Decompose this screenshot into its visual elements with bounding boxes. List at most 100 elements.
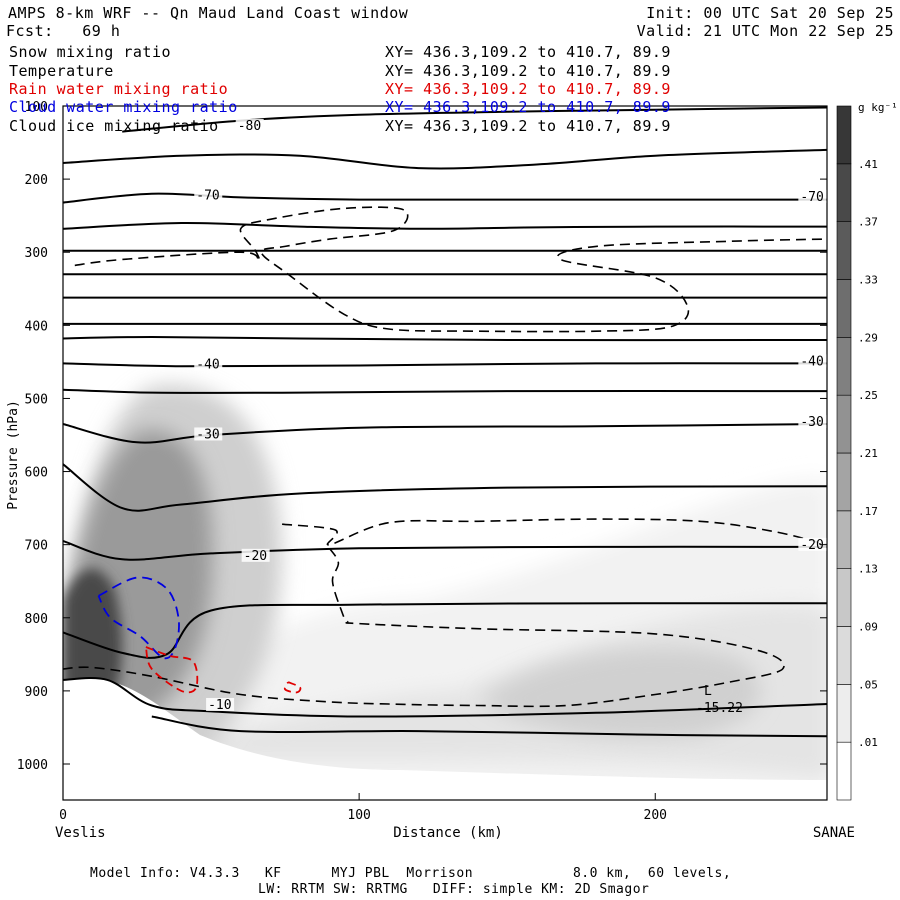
colorbar-label: .21 — [858, 447, 878, 460]
temperature-label: -40 — [196, 357, 219, 372]
cloud-ice-contours — [63, 206, 827, 708]
isotherm-line — [63, 148, 827, 170]
x-tick-label: 100 — [347, 808, 370, 823]
colorbar-segment — [836, 568, 852, 627]
y-axis-title: Pressure (hPa) — [6, 400, 21, 510]
colorbar-segment — [836, 337, 852, 396]
temperature-label: -10 — [208, 698, 231, 713]
colorbar-label: .37 — [858, 216, 878, 229]
temperature-label-bg — [194, 357, 223, 371]
rain-water-contour — [145, 646, 199, 694]
field-xy-rain: XY= 436.3,109.2 to 410.7, 89.9 — [385, 80, 671, 98]
field-name-cloud-ice: Cloud ice mixing ratio — [9, 117, 219, 135]
init-time: Init: 00 UTC Sat 20 Sep 25 — [646, 4, 894, 22]
colorbar-label: .01 — [858, 736, 878, 749]
cloud-ice-contour — [74, 206, 827, 333]
colorbar-label: .05 — [858, 678, 878, 691]
temperature-labels: -80 -70 -70 -40 -40 -30 -30 -20 -20 -10 — [194, 118, 827, 713]
y-tick-label: 600 — [25, 466, 48, 481]
chart-title: AMPS 8-km WRF -- Qn Maud Land Coast wind… — [8, 4, 409, 22]
isotherm-line — [63, 463, 827, 512]
x-axis: 0 100 200 — [59, 793, 667, 823]
field-name-cloud-water: Cloud water mixing ratio — [9, 98, 238, 116]
x-axis-title: Distance (km) — [393, 825, 503, 841]
temperature-label-bg — [194, 188, 223, 202]
y-tick-label: 200 — [25, 173, 48, 188]
y-tick-label: 400 — [25, 319, 48, 334]
isotherm-line — [63, 362, 827, 368]
temperature-label-bg — [206, 697, 235, 711]
field-xy-temperature: XY= 436.3,109.2 to 410.7, 89.9 — [385, 62, 671, 80]
field-name-snow: Snow mixing ratio — [9, 43, 172, 61]
field-name-rain: Rain water mixing ratio — [9, 80, 229, 98]
isotherm-line — [63, 602, 827, 659]
temperature-label-bg — [798, 415, 827, 429]
model-physics: LW: RRTM SW: RRTMG DIFF: simple KM: 2D S… — [258, 882, 650, 897]
colorbar-segment — [836, 394, 852, 454]
field-name-temperature: Temperature — [9, 62, 114, 80]
y-tick-label: 900 — [25, 685, 48, 700]
rain-water-contour — [283, 681, 302, 694]
temperature-label: -30 — [196, 427, 219, 442]
temperature-label: -80 — [238, 119, 261, 134]
colorbar-segment — [836, 105, 852, 165]
temperature-label: -20 — [800, 538, 823, 553]
isotherm-line — [63, 423, 827, 444]
colorbar-label: .25 — [858, 389, 878, 402]
colorbar-label: .33 — [858, 274, 878, 287]
colorbar-segment — [836, 452, 852, 512]
isotherm-line — [151, 715, 827, 738]
colorbar-segment — [836, 163, 852, 222]
cloud-water-contour — [97, 576, 180, 660]
model-info: Model Info: V4.3.3 KF MYJ PBL Morrison 8… — [90, 866, 732, 881]
isotherm-line — [63, 677, 827, 718]
isotherm-line — [63, 540, 827, 561]
field-xy-snow: XY= 436.3,109.2 to 410.7, 89.9 — [385, 43, 671, 61]
snow-shade-core-right — [480, 648, 761, 739]
valid-time: Valid: 21 UTC Mon 22 Sep 25 — [636, 22, 894, 40]
colorbar-segment — [836, 626, 852, 685]
plot-frame — [62, 105, 828, 801]
minimum-value-label: -15.22 — [696, 701, 743, 716]
colorbar-segment — [836, 279, 852, 338]
field-xy-cloud-water: XY= 436.3,109.2 to 410.7, 89.9 — [385, 98, 671, 116]
colorbar-unit-label: g kg⁻¹ — [858, 101, 898, 114]
x-tick-label: 0 — [59, 808, 67, 823]
colorbar-segment — [836, 510, 852, 569]
y-tick-label: 300 — [25, 246, 48, 261]
temperature-label: -40 — [800, 354, 823, 369]
temperature-label-bg — [798, 537, 827, 551]
forecast-hour: Fcst: 69 h — [6, 22, 121, 40]
y-tick-label: 800 — [25, 612, 48, 627]
cloud-ice-contour — [282, 518, 827, 546]
y-tick-label: 700 — [25, 539, 48, 554]
terrain-mask — [63, 678, 827, 800]
cloud-water-contours — [97, 576, 180, 660]
temperature-label-bg — [798, 354, 827, 368]
y-tick-label: 500 — [25, 392, 48, 407]
minimum-marker: L — [704, 684, 712, 699]
y-tick-label: 1000 — [17, 758, 48, 773]
temperature-label: -20 — [244, 549, 267, 564]
y-axis: 100 200 300 400 500 600 700 800 900 1000 — [17, 100, 827, 773]
temperature-label: -70 — [196, 188, 219, 203]
rain-water-contours — [145, 646, 302, 694]
colorbar-label: .17 — [858, 505, 878, 518]
left-endpoint-label: Veslis — [55, 825, 106, 841]
colorbar-segment — [836, 741, 852, 801]
x-tick-label: 200 — [644, 808, 667, 823]
isotherm-line — [63, 192, 827, 204]
colorbar-segment — [836, 221, 852, 280]
field-xy-cloud-ice: XY= 436.3,109.2 to 410.7, 89.9 — [385, 117, 671, 135]
snow-shading — [63, 384, 827, 800]
colorbar: .01 .05 .09 .13 .17 .21 .25 .29 .33 .37 .41 — [836, 105, 878, 801]
isotherm-line — [63, 221, 827, 230]
colorbar-segment — [836, 684, 852, 743]
colorbar-label: .13 — [858, 563, 878, 576]
isotherm-line — [63, 335, 827, 342]
temperature-label: -30 — [800, 415, 823, 430]
temperature-label-bg — [798, 189, 827, 203]
colorbar-label: .29 — [858, 331, 878, 344]
temperature-label-bg — [194, 427, 223, 441]
